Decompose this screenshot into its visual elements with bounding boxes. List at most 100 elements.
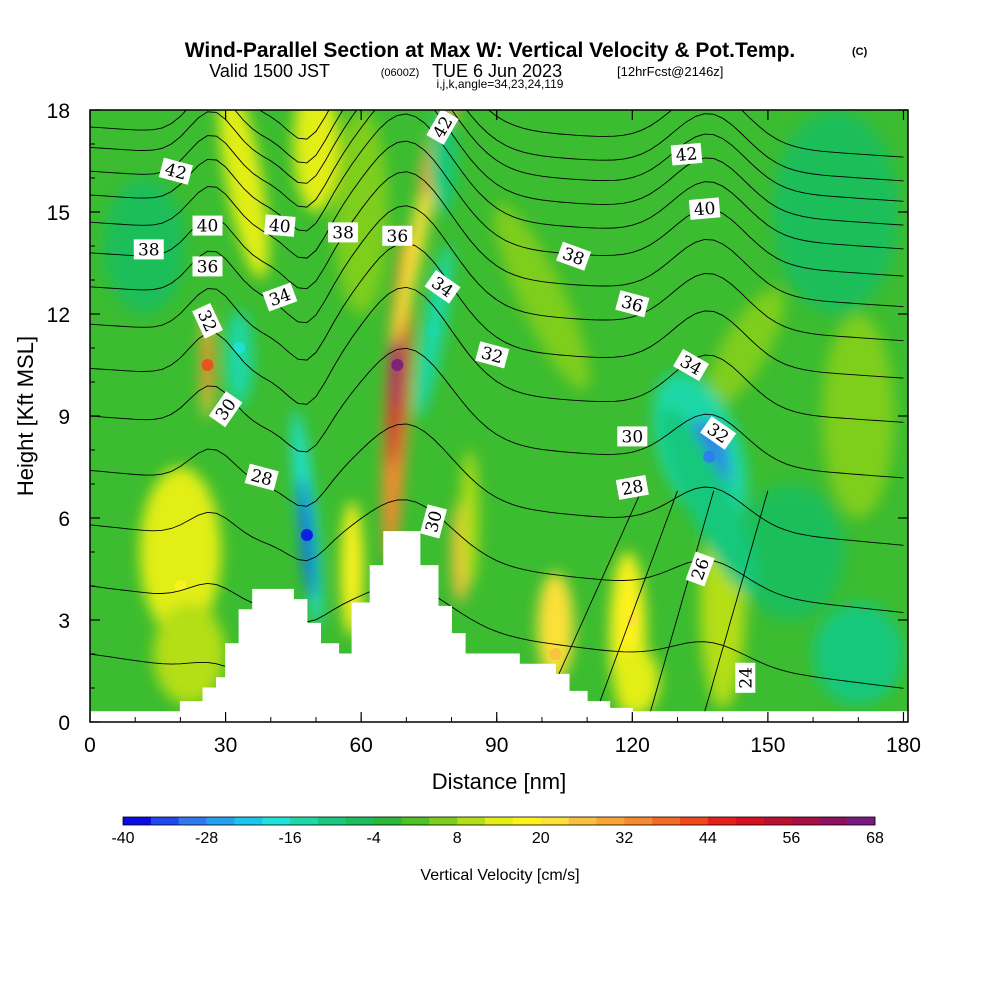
w-point — [549, 648, 562, 660]
colorbar-tick-label: 44 — [699, 830, 717, 847]
contour-label: 30 — [617, 426, 648, 447]
colorbar-swatch — [234, 817, 263, 825]
theta-contour — [90, 110, 904, 226]
x-axis-title: Distance [nm] — [432, 769, 567, 794]
colorbar-swatch — [178, 817, 207, 825]
y-tick-label: 0 — [58, 712, 70, 735]
theta-contour — [704, 490, 769, 712]
theta-contour — [649, 490, 715, 712]
colorbar-swatch — [150, 817, 180, 825]
colorbar-swatch — [429, 817, 458, 825]
section-params: i,j,k,angle=34,23,24,119 — [437, 77, 564, 91]
colorbar-swatch — [791, 817, 820, 825]
theta-contour — [90, 423, 904, 546]
colorbar-swatch — [680, 817, 709, 825]
chart-title: Wind-Parallel Section at Max W: Vertical… — [185, 39, 796, 62]
colorbar-tick-label: 32 — [615, 830, 633, 847]
x-tick-label: 90 — [485, 734, 508, 757]
colorbar-swatch — [373, 817, 402, 825]
colorbar-swatch — [596, 817, 625, 825]
colorbar-tick-label: 8 — [453, 830, 462, 847]
colorbar-title: Vertical Velocity [cm/s] — [420, 867, 579, 884]
svg-text:36: 36 — [386, 227, 408, 247]
theta-contour — [90, 113, 904, 250]
y-tick-label: 6 — [58, 508, 70, 531]
colorbar-swatch — [457, 817, 486, 825]
colorbar-swatch — [317, 817, 347, 825]
theta-contour — [90, 205, 904, 342]
x-axis: 0 30 60 90 120 150 180 — [84, 110, 921, 757]
vertical-velocity-field — [103, 110, 904, 716]
colorbar-tick-label: 68 — [866, 830, 884, 847]
svg-text:40: 40 — [197, 217, 219, 237]
contour-label: 40 — [192, 215, 223, 237]
colorbar-swatch — [540, 817, 569, 825]
colorbar-swatch — [290, 817, 319, 825]
potential-temperature-contours — [90, 110, 904, 716]
colorbar-swatch — [262, 817, 291, 825]
theta-contour — [90, 242, 904, 379]
contour-label: 40 — [688, 197, 721, 221]
w-point — [391, 359, 404, 371]
colorbar-swatch — [819, 817, 848, 825]
contour-label: 36 — [382, 225, 413, 247]
colorbar-swatch — [123, 817, 152, 825]
svg-text:42: 42 — [675, 144, 698, 166]
x-tick-label: 60 — [349, 734, 372, 757]
w-point — [427, 325, 440, 337]
svg-text:38: 38 — [138, 240, 160, 260]
theta-contour — [90, 286, 904, 423]
colorbar: -40 -28 -16 -4 8 20 32 44 56 68 — [111, 816, 884, 847]
contour-label: 24 — [735, 662, 756, 693]
w-point — [233, 342, 246, 354]
w-point — [300, 529, 313, 541]
y-tick-label: 18 — [47, 100, 70, 123]
colorbar-swatch — [345, 817, 374, 825]
terrain — [90, 531, 908, 722]
theta-contour — [90, 171, 904, 308]
svg-text:36: 36 — [197, 257, 219, 277]
contour-label: 38 — [328, 222, 359, 243]
svg-text:28: 28 — [620, 477, 645, 500]
valid-date: TUE 6 Jun 2023 — [432, 61, 562, 81]
colorbar-swatch — [707, 817, 737, 825]
colorbar-swatch — [512, 817, 542, 825]
forecast-info: [12hrFcst@2146z] — [617, 64, 723, 79]
svg-text:24: 24 — [736, 667, 756, 689]
colorbar-swatch — [568, 817, 597, 825]
svg-text:40: 40 — [693, 199, 716, 221]
y-axis-title: Height [Kft MSL] — [13, 336, 38, 496]
theta-contour — [595, 490, 678, 712]
colorbar-swatch — [624, 817, 653, 825]
colorbar-swatch — [763, 817, 792, 825]
svg-text:38: 38 — [332, 223, 354, 243]
svg-text:40: 40 — [268, 216, 291, 238]
contour-label: 36 — [615, 290, 650, 318]
y-tick-label: 9 — [58, 406, 70, 429]
colorbar-swatch — [735, 817, 764, 825]
colorbar-swatch — [206, 817, 235, 825]
x-tick-label: 180 — [886, 734, 921, 757]
w-point — [174, 580, 187, 592]
y-tick-label: 3 — [58, 610, 70, 633]
x-tick-label: 0 — [84, 734, 96, 757]
contour-label: 32 — [475, 341, 510, 369]
contour-label: 36 — [192, 256, 223, 277]
theta-contour — [90, 110, 904, 182]
theta-contour — [90, 582, 904, 689]
x-tick-label: 120 — [615, 734, 650, 757]
w-point — [703, 450, 716, 463]
colorbar-swatch — [652, 817, 681, 825]
x-tick-label: 150 — [750, 734, 785, 757]
svg-text:30: 30 — [622, 427, 644, 447]
colorbar-swatch — [485, 817, 514, 825]
copyright-mark: (C) — [852, 46, 868, 58]
contour-label: 40 — [263, 214, 296, 238]
colorbar-swatch — [401, 817, 430, 825]
y-tick-label: 15 — [47, 202, 70, 225]
terrain-profile — [90, 531, 908, 722]
contour-label: 38 — [133, 239, 164, 260]
